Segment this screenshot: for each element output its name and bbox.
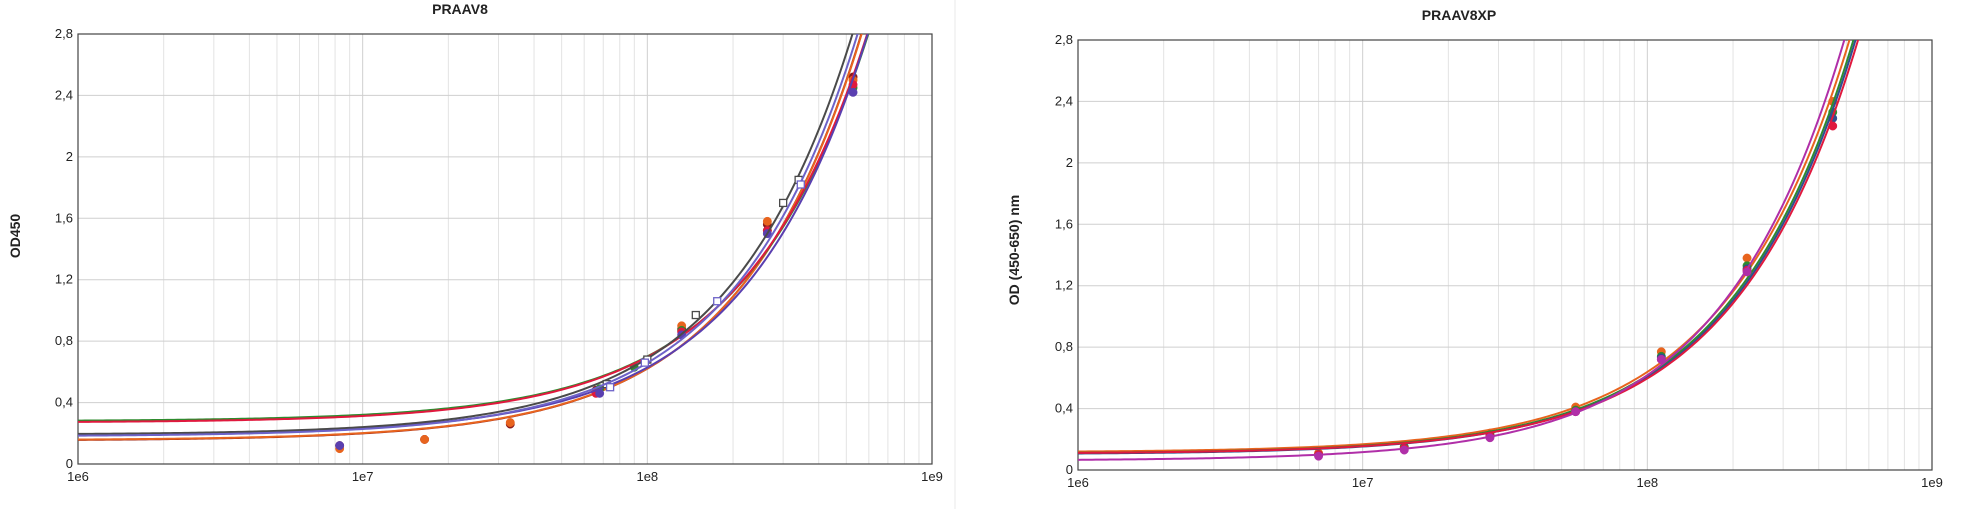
data-point: [605, 383, 615, 392]
data-point: [1399, 445, 1409, 455]
data-point: [691, 310, 700, 320]
data-point: [1485, 433, 1495, 443]
y-tick-label: 1,6: [55, 210, 73, 225]
series-line-3: [78, 34, 870, 422]
chart-title-right: PRAAV8XP: [1422, 7, 1496, 23]
data-point: [1656, 354, 1666, 364]
data-point: [1571, 407, 1581, 417]
y-tick-label: 0,4: [55, 395, 73, 410]
data-point: [779, 198, 788, 208]
x-tick-label: 1e9: [1921, 475, 1943, 490]
data-point: [796, 180, 805, 189]
data-point: [1314, 451, 1324, 461]
series-line-5: [78, 34, 869, 436]
x-tick-label: 1e8: [636, 469, 658, 484]
y-tick-label: 2,8: [55, 26, 73, 41]
data-point: [713, 297, 722, 306]
y-tick-label: 0,8: [1055, 339, 1073, 354]
plot-frame: [1077, 39, 1933, 471]
chart-panel-left: PRAAV8 OD450 1e6 1e7 1e8 1e9 0 0,4 0,8 1,2 1,6 2 2…: [7, 1, 943, 484]
series-line-1: [1078, 40, 1851, 453]
data-point: [1828, 121, 1838, 131]
y-tick-label: 0: [66, 456, 73, 471]
y-tick-label: 1,2: [1055, 278, 1073, 293]
series-line-4: [78, 34, 869, 423]
data-point: [1742, 267, 1752, 277]
x-tick-label: 1e6: [1067, 475, 1089, 490]
data-point: [762, 216, 772, 226]
y-axis-label-left: OD450: [7, 214, 23, 259]
series-line-2: [1078, 40, 1855, 454]
y-tick-label: 2: [66, 149, 73, 164]
plot-area-left: 1e6 1e7 1e8 1e9 0 0,4 0,8 1,2 1,6 2 2,4 2,8: [55, 26, 943, 484]
x-tick-label: 1e8: [1636, 475, 1658, 490]
series-line-5: [1078, 40, 1846, 461]
data-point: [420, 434, 430, 444]
x-tick-label: 1e7: [352, 469, 374, 484]
plot-frame: [77, 33, 933, 465]
y-tick-label: 2,8: [1055, 32, 1073, 47]
y-tick-label: 2: [1066, 155, 1073, 170]
data-point: [335, 441, 345, 451]
y-tick-label: 0,4: [1055, 401, 1073, 416]
data-point: [1742, 253, 1752, 263]
y-tick-label: 0,8: [55, 333, 73, 348]
plot-area-right: 1e6 1e7 1e8 1e9 0 0,4 0,8 1,2 1,6 2 2,4 2,8: [1055, 32, 1943, 490]
series-line-3: [1078, 40, 1857, 455]
series-line-6: [78, 34, 854, 435]
series-line-7: [78, 34, 859, 437]
y-tick-label: 2,4: [55, 87, 73, 102]
data-point: [595, 388, 605, 398]
chart-panel-right: PRAAV8XP OD (450-650) nm 1e6 1e7 1e8 1e9 0 0,…: [1006, 7, 1943, 490]
data-point: [505, 418, 515, 427]
series-line-4: [1078, 40, 1860, 454]
series-line-2: [78, 34, 863, 441]
chart-title-left: PRAAV8: [432, 1, 488, 17]
y-tick-label: 1,6: [1055, 216, 1073, 231]
x-tick-label: 1e6: [67, 469, 89, 484]
x-tick-label: 1e7: [1352, 475, 1374, 490]
data-point: [640, 358, 649, 367]
y-tick-label: 1,2: [55, 272, 73, 287]
data-point: [848, 87, 858, 97]
y-tick-label: 2,4: [1055, 93, 1073, 108]
y-tick-label: 0: [1066, 462, 1073, 477]
y-axis-label-right: OD (450-650) nm: [1006, 195, 1022, 305]
x-tick-label: 1e9: [921, 469, 943, 484]
